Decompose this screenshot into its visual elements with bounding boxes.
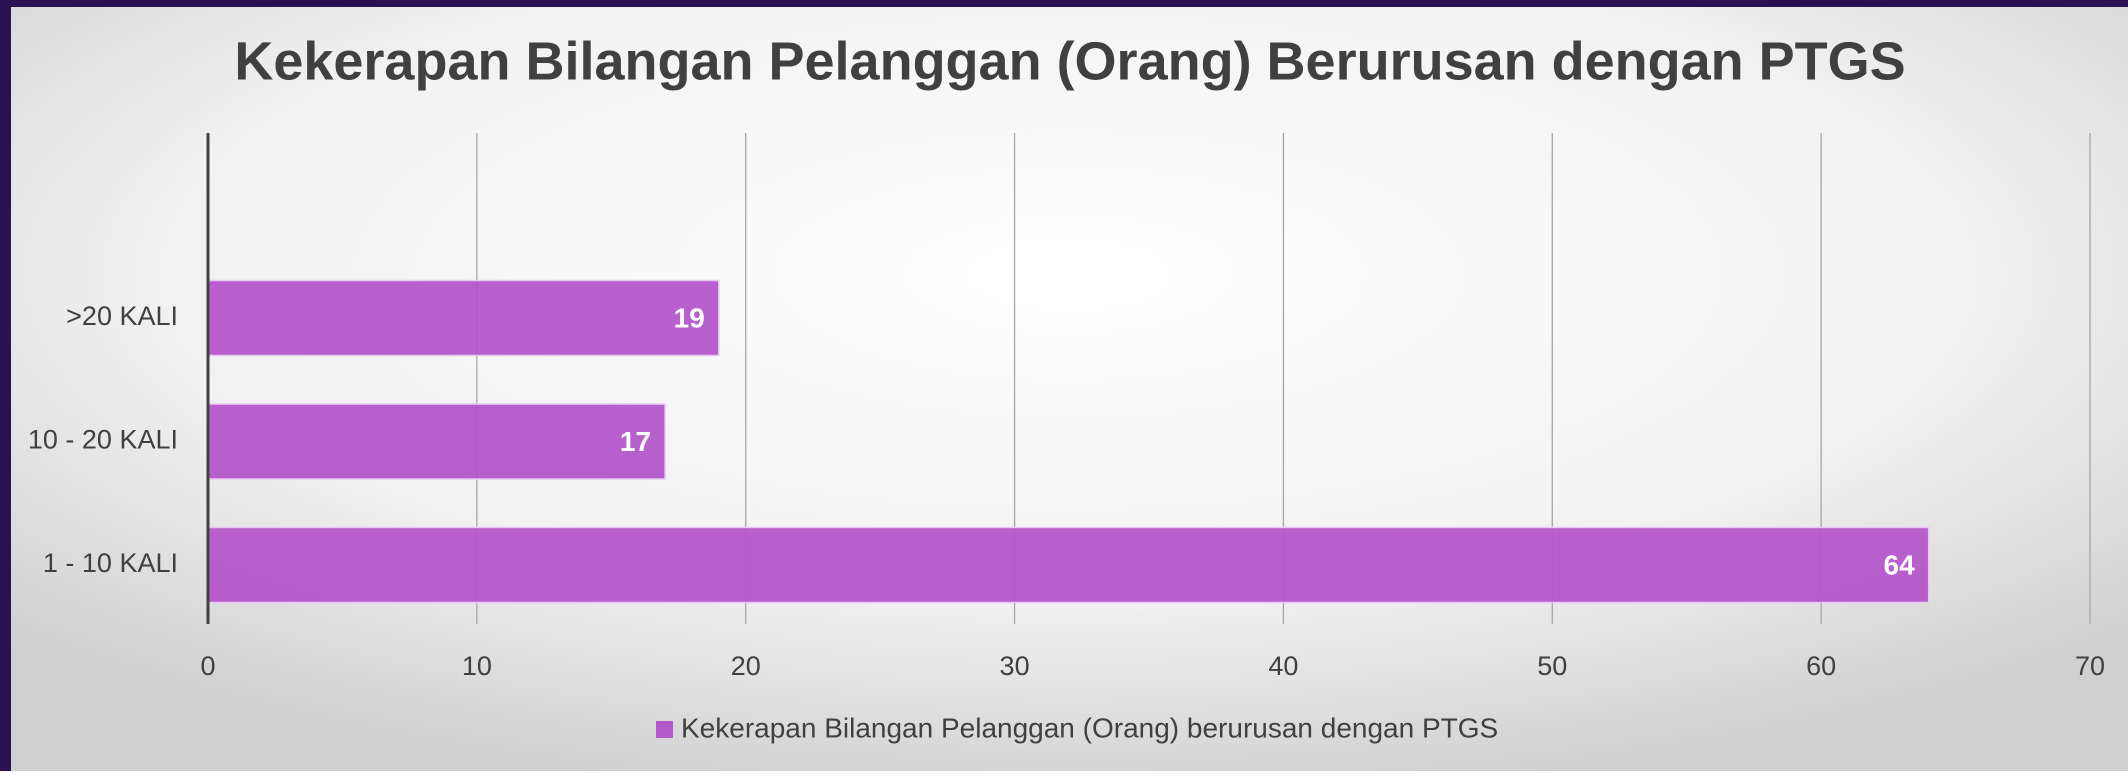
data-label: 19 [674,302,705,333]
x-tick-label: 30 [1000,651,1030,681]
x-tick-label: 70 [2075,651,2105,681]
data-label: 64 [1884,549,1916,580]
bar [207,279,720,357]
y-tick-label: 1 - 10 KALI [43,548,178,578]
x-tick-label: 50 [1537,651,1567,681]
x-tick-label: 60 [1806,651,1836,681]
legend-swatch [656,721,673,738]
x-tick-label: 20 [731,651,761,681]
bar [207,403,666,480]
chart-title: Kekerapan Bilangan Pelanggan (Orang) Ber… [234,31,1905,91]
x-tick-label: 0 [200,651,215,681]
legend-label: Kekerapan Bilangan Pelanggan (Orang) ber… [681,712,1498,743]
x-tick-label: 40 [1268,651,1298,681]
y-tick-label: 10 - 20 KALI [28,425,178,455]
y-tick-label: >20 KALI [66,301,178,331]
bar [207,526,1930,604]
panel [11,7,2128,771]
x-tick-label: 10 [462,651,492,681]
data-label: 17 [620,426,651,457]
